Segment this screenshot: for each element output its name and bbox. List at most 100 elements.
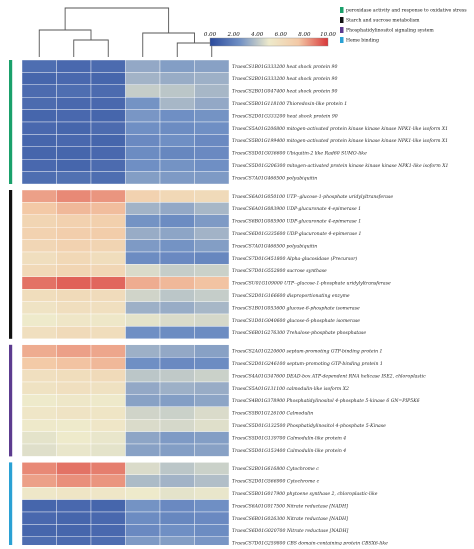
- heatmap-cell: [194, 419, 230, 432]
- row-label: TraesCS5D01G206300 mitogen-activated pro…: [232, 163, 448, 169]
- heatmap-cell: [125, 276, 161, 290]
- legend-label: peroxidase activity and response to oxid…: [346, 8, 467, 14]
- heatmap-cell: [56, 121, 92, 135]
- heatmap-cell: [194, 487, 230, 500]
- legend-label: Heme binding: [346, 38, 379, 44]
- heatmap-cell: [159, 474, 195, 488]
- heatmap-cell: [125, 357, 161, 370]
- heatmap-cell: [21, 171, 57, 185]
- heatmap-cell: [159, 96, 195, 110]
- heatmap-cell: [194, 289, 230, 302]
- heatmap-cell: [56, 239, 92, 253]
- heatmap-cell: [21, 189, 57, 203]
- heatmap-cell: [194, 121, 230, 135]
- heatmap-cell: [125, 419, 161, 432]
- heatmap-cell: [125, 239, 161, 253]
- legend-label: Phosphatidylinositol signaling system: [346, 28, 434, 34]
- color-scale: 0.00 2.00 4.00 6.00 8.00 10.00: [204, 32, 336, 47]
- heatmap-cell: [21, 326, 57, 339]
- heatmap-cell: [56, 134, 92, 147]
- heatmap-cell: [159, 146, 195, 160]
- heatmap-cell: [21, 462, 57, 475]
- heatmap-cell: [125, 536, 161, 549]
- row-label: TraesCS5A01G206800 mitogen-activated pro…: [232, 126, 448, 132]
- heatmap-cell: [125, 171, 161, 185]
- heatmap-cell: [194, 443, 230, 457]
- heatmap-cell: [159, 239, 195, 253]
- heatmap-cell: [194, 499, 230, 513]
- heatmap-cell: [194, 431, 230, 445]
- heatmap-cell: [125, 462, 161, 475]
- row-label: TraesCS5B01G126100 Calmodulin: [232, 411, 313, 417]
- row-label: TraesCS5D01G132500 Phosphatidylinositol …: [232, 423, 386, 429]
- heatmap-cell: [90, 381, 126, 395]
- row-label: TraesCS7D01G451800 Alpha-glucosidase (Pr…: [232, 255, 357, 262]
- legend-swatch: [340, 37, 344, 43]
- row-label: TraesCSU01G109000 UTP--glucose-1-phospha…: [232, 281, 391, 287]
- heatmap-cell: [90, 264, 126, 277]
- color-scale-tick: 2.00: [226, 32, 240, 38]
- group-bar: [9, 60, 13, 184]
- heatmap-cell: [56, 369, 92, 383]
- heatmap-cell: [56, 189, 92, 203]
- heatmap-cell: [56, 381, 92, 395]
- heatmap-cell: [159, 134, 195, 147]
- heatmap-cell: [56, 109, 92, 123]
- heatmap-cell: [194, 406, 230, 420]
- heatmap-cell: [56, 443, 92, 457]
- heatmap-cell: [90, 536, 126, 549]
- row-label: TraesCS2D01G246100 septum-promoting GTP-…: [232, 361, 383, 367]
- row-label: TraesCS5B01G118100 Thioredoxin-like prot…: [232, 101, 347, 107]
- heatmap-cell: [159, 381, 195, 395]
- heatmap-cell: [159, 59, 195, 73]
- legend-swatch: [340, 17, 344, 23]
- heatmap-cell: [159, 511, 195, 525]
- heatmap-cell: [56, 59, 92, 73]
- heatmap-cell: [159, 487, 195, 500]
- heatmap-cell: [194, 326, 230, 339]
- row-label: TraesCS2D01G566900 Cytochrome c: [232, 479, 320, 485]
- heatmap-cell: [125, 59, 161, 73]
- row-label: TraesCS5B01G199400 mitogen-activated pro…: [232, 138, 448, 144]
- heatmap-cell: [90, 419, 126, 432]
- heatmap-cell: [90, 84, 126, 98]
- heatmap-cell: [21, 499, 57, 513]
- heatmap-cell: [21, 226, 57, 240]
- heatmap-cell: [159, 109, 195, 123]
- heatmap-cell: [194, 226, 230, 240]
- heatmap-cell: [159, 72, 195, 86]
- heatmap-cells: [21, 59, 230, 549]
- heatmap-cell: [90, 239, 126, 253]
- group-bars: [9, 60, 13, 549]
- heatmap-cell: [90, 109, 126, 123]
- heatmap-cell: [56, 171, 92, 185]
- heatmap-cell: [21, 524, 57, 538]
- color-scale-tick: 6.00: [275, 32, 288, 38]
- heatmap-cell: [194, 524, 230, 538]
- heatmap-cell: [125, 443, 161, 457]
- heatmap-cell: [56, 84, 92, 98]
- row-label: TraesCS2A01G220600 septum-promoting GTP-…: [232, 349, 383, 355]
- heatmap-cell: [21, 381, 57, 395]
- heatmap-cell: [21, 146, 57, 160]
- heatmap-cell: [21, 511, 57, 525]
- heatmap-cell: [56, 487, 92, 500]
- heatmap-cell: [21, 474, 57, 488]
- heatmap-cell: [159, 289, 195, 302]
- heatmap-cell: [21, 59, 57, 73]
- heatmap-cell: [90, 289, 126, 302]
- color-scale-tick: 4.00: [250, 32, 264, 38]
- heatmap-cell: [90, 369, 126, 383]
- heatmap-cell: [21, 419, 57, 432]
- row-label: TraesCS6A01G083900 UDP-glucuronate 4-epi…: [232, 206, 361, 212]
- dendrogram-link: [64, 7, 170, 33]
- heatmap-cell: [90, 344, 126, 358]
- heatmap-cell: [159, 344, 195, 358]
- heatmap-cell: [21, 301, 57, 315]
- legend-swatch: [340, 27, 344, 33]
- heatmap-cell: [21, 313, 57, 327]
- heatmap-cell: [125, 109, 161, 123]
- heatmap-cell: [56, 72, 92, 86]
- heatmap-cell: [21, 536, 57, 549]
